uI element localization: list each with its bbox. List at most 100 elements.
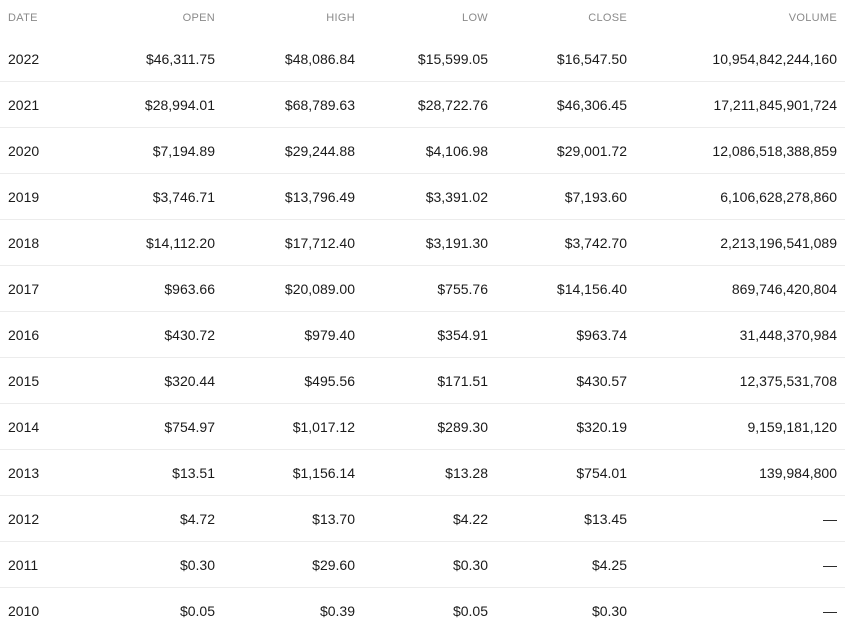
table-row: 2019 $3,746.71 $13,796.49 $3,391.02 $7,193.6…: [0, 173, 845, 220]
cell-open: $320.44: [98, 357, 215, 404]
table-row: 2010 $0.05 $0.39 $0.05 $0.30—: [0, 587, 845, 620]
cell-close: $754.01: [488, 449, 627, 496]
column-header-low[interactable]: LOW: [462, 12, 488, 24]
cell-volume: —: [627, 495, 845, 542]
cell-volume: 2,213,196,541,089: [627, 219, 845, 266]
table-row: 2011 $0.30 $29.60 $0.30 $4.25—: [0, 541, 845, 588]
cell-volume: 12,086,518,388,859: [627, 127, 845, 174]
cell-low: $289.30: [355, 403, 488, 450]
column-header-volume[interactable]: VOLUME: [788, 12, 837, 24]
cell-low: $4,106.98: [355, 127, 488, 174]
cell-close: $320.19: [488, 403, 627, 450]
cell-high: $13.70: [215, 495, 355, 542]
cell-volume: 869,746,420,804: [627, 265, 845, 312]
cell-volume: 6,106,628,278,860: [627, 173, 845, 220]
header-row: DATE OPEN HIGH LOW CLOSE VOLUME: [0, 0, 845, 36]
cell-open: $754.97: [98, 403, 215, 450]
cell-date: 2022: [8, 50, 40, 67]
cell-date: 2019: [0, 173, 98, 220]
column-header-open[interactable]: OPEN: [182, 12, 215, 24]
cell-high: $979.40: [215, 311, 355, 358]
cell-open: $4.72: [98, 495, 215, 542]
cell-date: 2011: [0, 541, 98, 588]
cell-open: $7,194.89: [98, 127, 215, 174]
cell-date: 2018: [0, 219, 98, 266]
cell-low: $0.30: [355, 541, 488, 588]
cell-date: 2015: [0, 357, 98, 404]
cell-volume: 12,375,531,708: [627, 357, 845, 404]
cell-date: 2012: [0, 495, 98, 542]
cell-low: $4.22: [355, 495, 488, 542]
column-header-high[interactable]: HIGH: [326, 12, 355, 24]
table-row: 2014 $754.97 $1,017.12 $289.30 $320.19 9,159,…: [0, 403, 845, 450]
cell-high: $495.56: [215, 357, 355, 404]
cell-open: $13.51: [98, 449, 215, 496]
cell-high: $13,796.49: [215, 173, 355, 220]
cell-close: $963.74: [488, 311, 627, 358]
cell-high: $29.60: [215, 541, 355, 588]
cell-date: 2013: [0, 449, 98, 496]
cell-high: $1,156.14: [215, 449, 355, 496]
cell-close: $0.30: [488, 587, 627, 620]
cell-close: $7,193.60: [488, 173, 627, 220]
cell-date: 2016: [0, 311, 98, 358]
cell-low: $171.51: [355, 357, 488, 404]
cell-volume: —: [627, 587, 845, 620]
cell-close: $13.45: [488, 495, 627, 542]
cell-volume: 17,211,845,901,724: [627, 81, 845, 128]
cell-close: $430.57: [488, 357, 627, 404]
cell-open: $0.30: [98, 541, 215, 588]
cell-low: $3,191.30: [355, 219, 488, 266]
cell-high: $0.39: [215, 587, 355, 620]
table-row: 2021 $28,994.01 $68,789.63 $28,722.76 $46,30…: [0, 81, 845, 128]
table-row: 2022 $46,311.75 $48,086.84 $15,599.05 $16,54…: [0, 36, 845, 82]
cell-open: $46,311.75: [145, 50, 215, 67]
cell-open: $14,112.20: [98, 219, 215, 266]
cell-volume: 10,954,842,244,160: [712, 50, 837, 67]
cell-open: $3,746.71: [98, 173, 215, 220]
cell-high: $48,086.84: [284, 50, 355, 67]
cell-low: $3,391.02: [355, 173, 488, 220]
table-header: DATE OPEN HIGH LOW CLOSE VOLUME: [0, 0, 845, 36]
cell-date: 2021: [0, 81, 98, 128]
cell-date: 2014: [0, 403, 98, 450]
cell-low: $0.05: [355, 587, 488, 620]
cell-date: 2017: [0, 265, 98, 312]
cell-low: $28,722.76: [355, 81, 488, 128]
cell-open: $430.72: [98, 311, 215, 358]
cell-volume: —: [627, 541, 845, 588]
cell-high: $68,789.63: [215, 81, 355, 128]
cell-date: 2020: [0, 127, 98, 174]
cell-close: $14,156.40: [488, 265, 627, 312]
cell-low: $13.28: [355, 449, 488, 496]
cell-volume: 139,984,800: [627, 449, 845, 496]
cell-open: $963.66: [98, 265, 215, 312]
cell-high: $1,017.12: [215, 403, 355, 450]
cell-close: $3,742.70: [488, 219, 627, 266]
cell-close: $4.25: [488, 541, 627, 588]
table-row: 2020 $7,194.89 $29,244.88 $4,106.98 $29,001.…: [0, 127, 845, 174]
column-header-close[interactable]: CLOSE: [588, 12, 627, 24]
table-row: 2013 $13.51 $1,156.14 $13.28 $754.01 139,984,…: [0, 449, 845, 496]
table-row: 2017 $963.66 $20,089.00 $755.76 $14,156.40 86…: [0, 265, 845, 312]
table-row: 2016 $430.72 $979.40 $354.91 $963.74 31,448,3…: [0, 311, 845, 358]
table-row: 2015 $320.44 $495.56 $171.51 $430.57 12,375,5…: [0, 357, 845, 404]
table-row: 2018 $14,112.20 $17,712.40 $3,191.30 $3,742.…: [0, 219, 845, 266]
cell-low: $755.76: [355, 265, 488, 312]
cell-high: $29,244.88: [215, 127, 355, 174]
cell-open: $28,994.01: [98, 81, 215, 128]
cell-low: $15,599.05: [417, 50, 488, 67]
cell-date: 2010: [0, 587, 98, 620]
table-row: 2012 $4.72 $13.70 $4.22 $13.45—: [0, 495, 845, 542]
cell-volume: 9,159,181,120: [627, 403, 845, 450]
column-header-date[interactable]: DATE: [8, 12, 38, 24]
table-body: 2022 $46,311.75 $48,086.84 $15,599.05 $16,54…: [0, 36, 845, 620]
cell-high: $20,089.00: [215, 265, 355, 312]
cell-low: $354.91: [355, 311, 488, 358]
cell-volume: 31,448,370,984: [627, 311, 845, 358]
cell-close: $29,001.72: [488, 127, 627, 174]
cell-close: $16,547.50: [556, 50, 627, 67]
cell-high: $17,712.40: [215, 219, 355, 266]
cell-open: $0.05: [98, 587, 215, 620]
